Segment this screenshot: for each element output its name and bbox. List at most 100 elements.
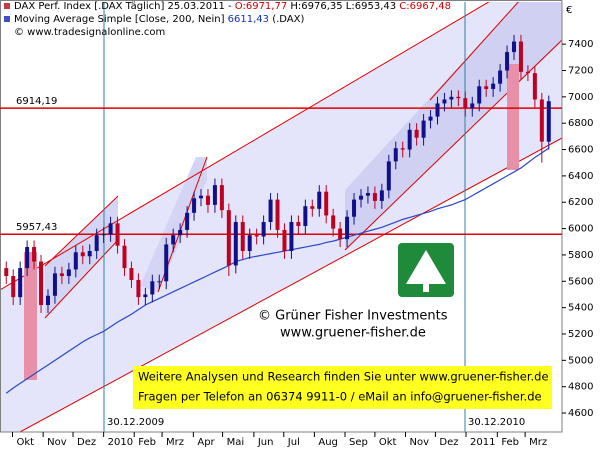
candle-body [80, 252, 85, 257]
candle-body [185, 212, 190, 230]
candle-body [421, 120, 426, 138]
plot-frame [0, 0, 563, 433]
header-part: © www.tradesignalonline.com [14, 27, 165, 38]
candle-body [226, 210, 231, 266]
x-tick-label: Nov [47, 437, 67, 448]
candle-body [491, 83, 496, 89]
candle-body [261, 222, 266, 237]
highlight-bar [24, 252, 37, 380]
candle-body [59, 273, 64, 277]
y-tick-label: 7200 [568, 66, 593, 77]
y-tick-label: 6200 [568, 197, 593, 208]
y-tick-label: 5800 [568, 250, 593, 261]
candle-body [157, 281, 162, 283]
candle-body [400, 148, 405, 150]
candle-body [233, 222, 238, 266]
candle-body [73, 252, 78, 270]
channel-line [429, 2, 519, 101]
channel [45, 196, 118, 318]
header-part: DAX Perf. Index [.DAX Täglich] 25.03.201… [14, 1, 235, 12]
y-tick-label: 4600 [568, 408, 593, 419]
candle-body [352, 199, 357, 217]
candle-body [25, 247, 30, 269]
candle-body [192, 198, 197, 213]
candle-body [386, 161, 391, 191]
candle-body [414, 129, 419, 138]
candle-body [171, 235, 176, 245]
candle-body [115, 223, 120, 246]
candle-body [87, 250, 92, 257]
logo-trunk [423, 283, 429, 292]
header-part: 6611,43 [228, 14, 269, 25]
candle-body [199, 195, 204, 199]
candle-body [317, 191, 322, 209]
logo: © Grüner Fisher Investments www.gruener-f… [258, 243, 454, 341]
x-tick-label: Jun [257, 437, 274, 448]
highlight-bar [507, 64, 519, 170]
header-icon [4, 16, 10, 22]
candle-body [532, 73, 537, 100]
header-line: DAX Perf. Index [.DAX Täglich] 25.03.201… [14, 1, 451, 12]
candle-body [393, 148, 398, 162]
header-line: © www.tradesignalonline.com [14, 27, 165, 38]
candle-body [365, 193, 370, 196]
x-tick-label: Jul [287, 437, 300, 448]
candle-body [11, 276, 16, 298]
channel-line [44, 195, 119, 267]
channel [140, 157, 207, 292]
x-tick-label: Mai [227, 437, 245, 448]
candle-body [219, 185, 224, 211]
y-tick-label: 7000 [568, 92, 593, 103]
horizontal-line-label: 6914,19 [16, 96, 57, 107]
horizontal-line-label: 5957,43 [16, 222, 57, 233]
x-tick-label: 2011 [470, 437, 495, 448]
header-line: Moving Average Simple [Close, 200, Nein]… [14, 14, 304, 25]
header-part: H:6976,35 L:6953,43 [287, 1, 399, 12]
candle-body [178, 229, 183, 236]
candle-body [379, 190, 384, 201]
candle-body [539, 99, 544, 142]
candle-body [4, 268, 9, 277]
channel-line [19, 137, 562, 432]
candle-body [310, 206, 315, 209]
x-tick-label: Dez [439, 437, 458, 448]
candle-body [456, 96, 461, 99]
x-tick-label: Apr [197, 437, 215, 448]
candle-body [39, 261, 44, 306]
candle-body [122, 245, 127, 269]
logo-text: www.gruener-fisher.de [280, 326, 426, 341]
candle-body [498, 70, 503, 84]
x-tick-label: Okt [17, 437, 35, 448]
x-tick-label: Mrz [529, 437, 547, 448]
logo-tree [406, 250, 446, 284]
y-unit: € [566, 5, 572, 16]
x-tick-label: Nov [410, 437, 430, 448]
header-part: O:6971,77 [235, 1, 287, 12]
candle-body [463, 98, 468, 109]
candle-body [345, 216, 350, 240]
x-tick-label: Mrz [166, 437, 184, 448]
candle-body [512, 41, 517, 53]
header-part: Moving Average Simple [Close, 200, Nein] [14, 14, 228, 25]
candle-body [449, 96, 454, 100]
candle-body [150, 281, 155, 295]
y-tick-label: 4800 [568, 382, 593, 393]
candle-body [247, 235, 252, 251]
y-tick-label: 5000 [568, 355, 593, 366]
y-tick-label: 6400 [568, 171, 593, 182]
candle-body [477, 86, 482, 104]
candle-body [18, 268, 23, 298]
candle-body [108, 223, 113, 235]
candle-body [435, 103, 440, 117]
info-text: Weitere Analysen und Research finden Sie… [138, 370, 549, 384]
candle-body [484, 86, 489, 89]
x-tick-label: Sep [349, 437, 368, 448]
date-marker-label: 30.12.2009 [107, 417, 164, 428]
candle-body [45, 295, 50, 306]
candle-body [254, 235, 259, 237]
y-tick-label: 7400 [568, 39, 593, 50]
candle-body [136, 279, 141, 298]
candle-body [407, 129, 412, 150]
candle-body [372, 193, 377, 201]
candle-body [518, 41, 523, 72]
